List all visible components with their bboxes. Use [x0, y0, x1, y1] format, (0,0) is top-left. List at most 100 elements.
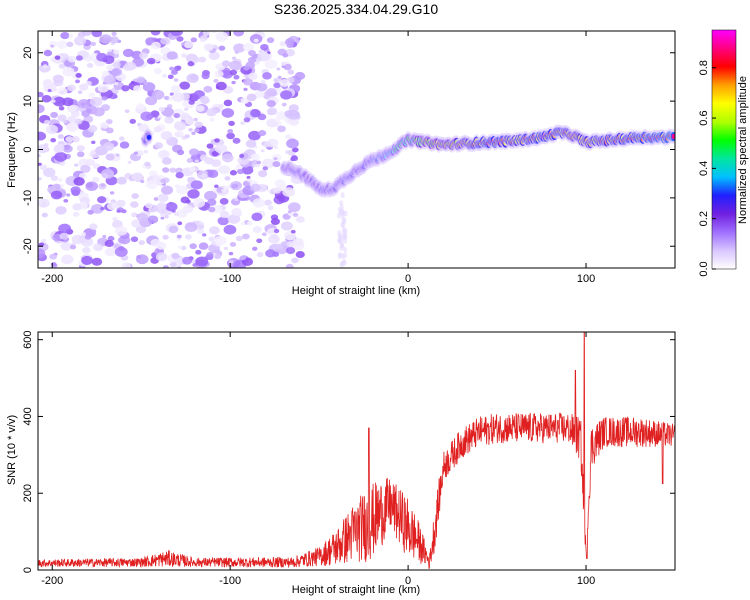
noise-blob	[200, 38, 206, 43]
noise-blob	[81, 31, 92, 37]
noise-blob	[231, 80, 236, 85]
noise-blob	[74, 118, 83, 125]
noise-blob	[169, 261, 177, 268]
noise-blob	[175, 172, 184, 179]
noise-blob	[38, 248, 46, 259]
noise-blob	[88, 92, 96, 98]
noise-blob	[246, 93, 257, 102]
noise-blob	[81, 110, 90, 118]
y-tick-label: 0	[22, 146, 34, 152]
noise-blob	[160, 179, 166, 184]
noise-blob	[189, 166, 196, 172]
noise-blob	[138, 240, 145, 246]
noise-blob	[260, 149, 265, 153]
noise-blob	[86, 63, 94, 69]
noise-blob	[105, 153, 115, 161]
noise-blob	[176, 185, 189, 195]
noise-blob	[201, 173, 208, 178]
noise-blob	[229, 242, 237, 247]
noise-blob	[180, 42, 185, 46]
noise-blob	[91, 257, 103, 266]
noise-blob	[174, 65, 182, 71]
noise-blob	[243, 78, 253, 86]
noise-blob	[179, 81, 191, 90]
noise-blob	[92, 107, 105, 117]
snr-ylabel: SNR (10 * v/v)	[6, 415, 18, 485]
noise-blob	[218, 45, 226, 51]
noise-blob	[58, 223, 72, 234]
noise-blob	[190, 180, 203, 190]
x-tick-label: -200	[41, 273, 63, 285]
noise-blob	[106, 167, 111, 171]
colorbar-tick-label: 0.0	[698, 261, 710, 276]
noise-blob	[217, 216, 229, 226]
noise-blob	[41, 212, 48, 218]
noise-blob	[177, 221, 183, 226]
noise-blob	[281, 102, 287, 107]
noise-blob	[78, 172, 87, 179]
x-tick-label: 100	[577, 273, 595, 285]
noise-blob	[265, 249, 276, 258]
noise-blob	[112, 61, 121, 69]
y-tick-label: 200	[22, 484, 34, 502]
noise-blob	[121, 85, 130, 92]
colorbar-label: Normalized spectral amplitude	[737, 76, 749, 224]
noise-blob	[243, 65, 250, 71]
noise-blob	[195, 249, 202, 255]
noise-blob	[66, 193, 71, 197]
noise-blob	[180, 196, 190, 204]
noise-blob	[136, 212, 149, 222]
noise-blob	[198, 224, 204, 230]
noise-blob	[251, 159, 258, 165]
noise-blob	[160, 216, 165, 220]
noise-blob	[45, 124, 59, 135]
noise-blob	[292, 212, 299, 218]
noise-blob	[171, 69, 178, 75]
noise-blob	[81, 255, 93, 265]
noise-blob	[228, 60, 242, 71]
noise-blob	[38, 153, 41, 158]
noise-blob	[99, 34, 112, 44]
noise-blob	[211, 31, 218, 34]
noise-blob	[119, 141, 130, 149]
noise-blob	[264, 59, 278, 70]
noise-blob	[92, 176, 100, 183]
snr-panel: -200 -100 0 100 0 200 400 600 Height of straig…	[6, 330, 676, 596]
noise-blob	[174, 132, 181, 138]
noise-blob	[171, 252, 180, 260]
noise-blob	[177, 245, 183, 250]
noise-blob	[294, 71, 306, 80]
noise-blob	[285, 246, 296, 255]
noise-blob	[273, 82, 281, 89]
noise-blob	[287, 202, 301, 213]
noise-blob	[240, 121, 245, 125]
noise-blob	[107, 48, 112, 53]
noise-blob	[279, 79, 290, 87]
noise-blob	[131, 219, 143, 228]
noise-blob	[254, 90, 265, 99]
y-tick-label: 600	[22, 330, 34, 348]
noise-blob	[285, 263, 294, 268]
noise-blob	[273, 157, 278, 161]
noise-blob	[262, 141, 271, 148]
noise-blob	[288, 117, 300, 126]
noise-blob	[135, 254, 149, 265]
noise-blob	[206, 45, 213, 50]
noise-blob	[41, 94, 52, 103]
noise-blob	[124, 61, 137, 71]
noise-blob	[97, 196, 107, 204]
noise-blob	[229, 170, 237, 176]
noise-blob	[140, 111, 153, 122]
noise-blob	[253, 38, 259, 43]
noise-blob	[59, 232, 69, 240]
noise-blob	[340, 192, 345, 199]
noise-blob	[215, 31, 229, 42]
y-tick-label: 10	[22, 95, 34, 107]
noise-blob	[140, 179, 145, 184]
noise-blob	[162, 265, 169, 268]
noise-blob	[215, 81, 227, 91]
spectrogram-ylabel: Frequency (Hz)	[6, 112, 18, 188]
noise-blob	[66, 122, 79, 132]
noise-blob	[248, 50, 256, 57]
noise-blob	[75, 79, 80, 84]
